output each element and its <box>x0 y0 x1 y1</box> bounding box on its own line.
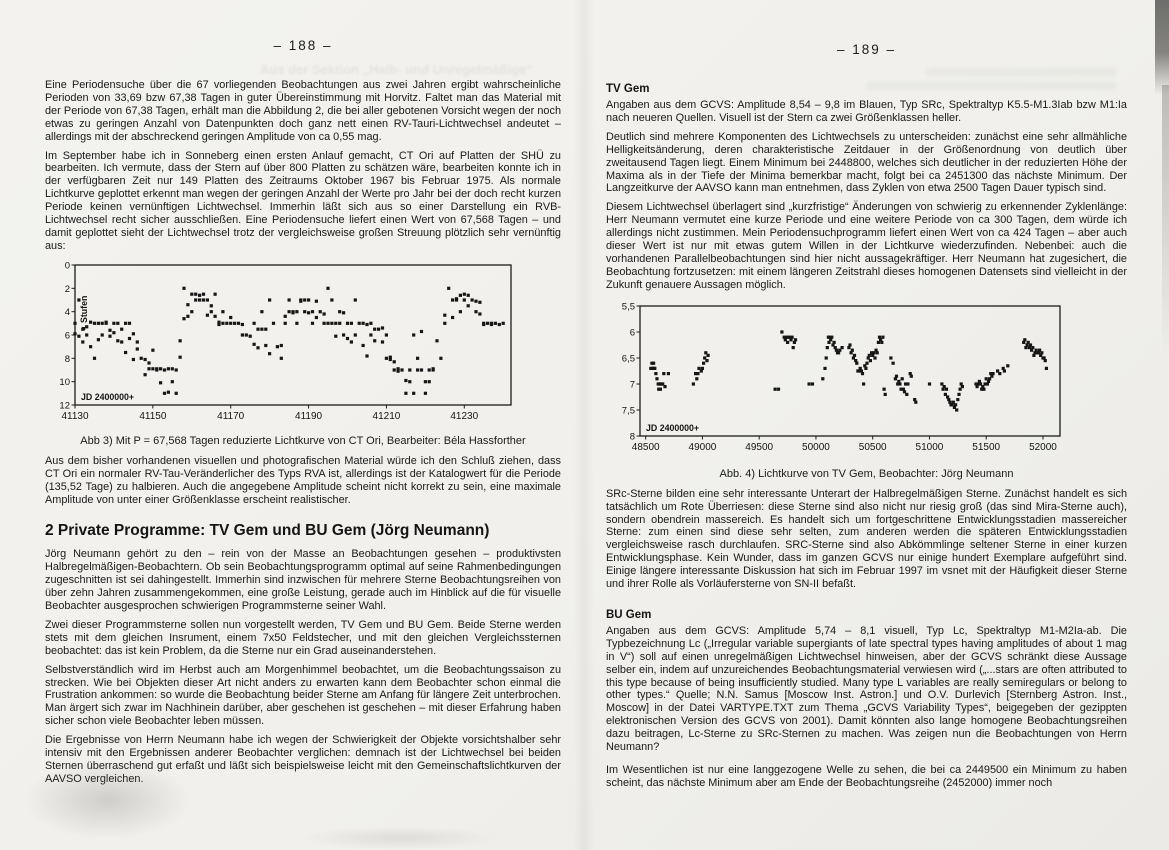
svg-text:49500: 49500 <box>745 442 773 453</box>
paragraph: Angaben aus dem GCVS: Amplitude 8,54 – 9… <box>606 99 1127 124</box>
svg-text:JD 2400000+: JD 2400000+ <box>646 423 699 433</box>
page-left: – 188 – Aus der Sektion „Halb- und Unreg… <box>45 0 561 850</box>
svg-text:49000: 49000 <box>689 442 717 453</box>
paragraph: Die Ergebnisse von Herrn Neumann habe ic… <box>45 734 561 785</box>
svg-text:41170: 41170 <box>217 411 245 422</box>
svg-text:JD 2400000+: JD 2400000+ <box>81 392 134 402</box>
page-right-body: TV Gem Angaben aus dem GCVS: Amplitude 8… <box>606 83 1127 790</box>
paragraph: Diesem Lichtwechsel überlagert sind „kur… <box>606 201 1127 291</box>
paragraph: SRc-Sterne bilden eine sehr interessante… <box>606 487 1127 591</box>
svg-text:41130: 41130 <box>61 411 89 422</box>
svg-text:41210: 41210 <box>373 411 401 422</box>
scan-smudge <box>300 826 500 850</box>
svg-text:5,5: 5,5 <box>622 301 635 312</box>
svg-text:50500: 50500 <box>859 442 887 453</box>
bleed-through-text: Aus der Sektion „Halb- und Unregelmäßige… <box>260 62 534 77</box>
chart-caption-abb3: Abb 3) Mit P = 67,568 Tagen reduzierte L… <box>80 434 526 447</box>
chart-caption-abb4: Abb. 4) Lichtkurve von TV Gem, Beobachte… <box>719 467 1014 480</box>
paragraph: Deutlich sind mehrere Komponenten des Li… <box>606 130 1127 195</box>
svg-text:0: 0 <box>65 260 70 271</box>
paragraph: Selbstverständlich wird im Herbst auch a… <box>45 663 561 728</box>
svg-text:51500: 51500 <box>972 442 1000 453</box>
svg-text:41150: 41150 <box>139 411 167 422</box>
svg-text:41190: 41190 <box>295 411 323 422</box>
page-left-body: Eine Periodensuche über die 67 vorliegen… <box>45 79 561 786</box>
svg-text:48500: 48500 <box>632 442 660 453</box>
scan-smudge <box>22 760 192 840</box>
svg-text:Stufen: Stufen <box>79 295 89 322</box>
page-number: – 189 – <box>836 42 897 57</box>
page-right: – 189 – TV Gem Angaben aus dem GCVS: Amp… <box>606 0 1127 850</box>
svg-text:12: 12 <box>59 400 70 411</box>
svg-text:41230: 41230 <box>450 411 478 422</box>
paragraph: Zwei dieser Programmsterne sollen nun vo… <box>45 618 561 657</box>
svg-text:7,5: 7,5 <box>622 405 635 416</box>
page-number: – 188 – <box>273 38 333 53</box>
svg-text:6: 6 <box>630 327 635 338</box>
svg-text:50000: 50000 <box>802 442 830 453</box>
svg-text:6,5: 6,5 <box>622 353 635 364</box>
scan-edge-shadow <box>1155 0 1169 95</box>
svg-text:8: 8 <box>65 354 70 365</box>
paragraph: Angaben aus dem GCVS: Amplitude 5,74 – 8… <box>606 624 1127 754</box>
star-heading-bu-gem: BU Gem <box>606 608 652 621</box>
svg-text:51000: 51000 <box>916 442 944 453</box>
svg-text:8: 8 <box>630 431 635 442</box>
svg-text:52000: 52000 <box>1029 442 1057 453</box>
paragraph: Im September habe ich in Sonneberg einen… <box>45 149 561 252</box>
paragraph: Aus dem bisher vorhandenen visuellen und… <box>45 454 561 506</box>
scan-edge-shadow <box>1162 85 1169 355</box>
page-gutter-shadow <box>574 0 594 850</box>
svg-text:6: 6 <box>65 330 70 341</box>
paragraph: Im Wesentlichen ist nur eine langgezogen… <box>606 764 1127 789</box>
light-curve-chart-ct-ori: 41130 41150 41170 41190 41210 41230 0 2 4 6 8 10 12 S… <box>47 259 561 434</box>
light-curve-chart-tv-gem: 48500 49000 49500 50000 50500 51000 51500 52000… <box>608 300 1127 467</box>
svg-text:4: 4 <box>65 307 70 318</box>
section-heading: 2 Private Programme: TV Gem und BU Gem (… <box>45 522 490 540</box>
svg-text:10: 10 <box>59 377 70 388</box>
paragraph: Eine Periodensuche über die 67 vorliegen… <box>45 79 561 143</box>
scatter-plot: 41130 41150 41170 41190 41210 41230 0 2 4 6 8 10 12 S… <box>59 260 512 422</box>
paragraph: Jörg Neumann gehört zu den – rein von de… <box>45 548 561 613</box>
svg-text:7: 7 <box>630 379 635 390</box>
star-heading-tv-gem: TV Gem <box>606 83 650 95</box>
svg-text:2: 2 <box>65 284 70 295</box>
scatter-plot: 48500 49000 49500 50000 50500 51000 51500 52000… <box>622 301 1061 453</box>
